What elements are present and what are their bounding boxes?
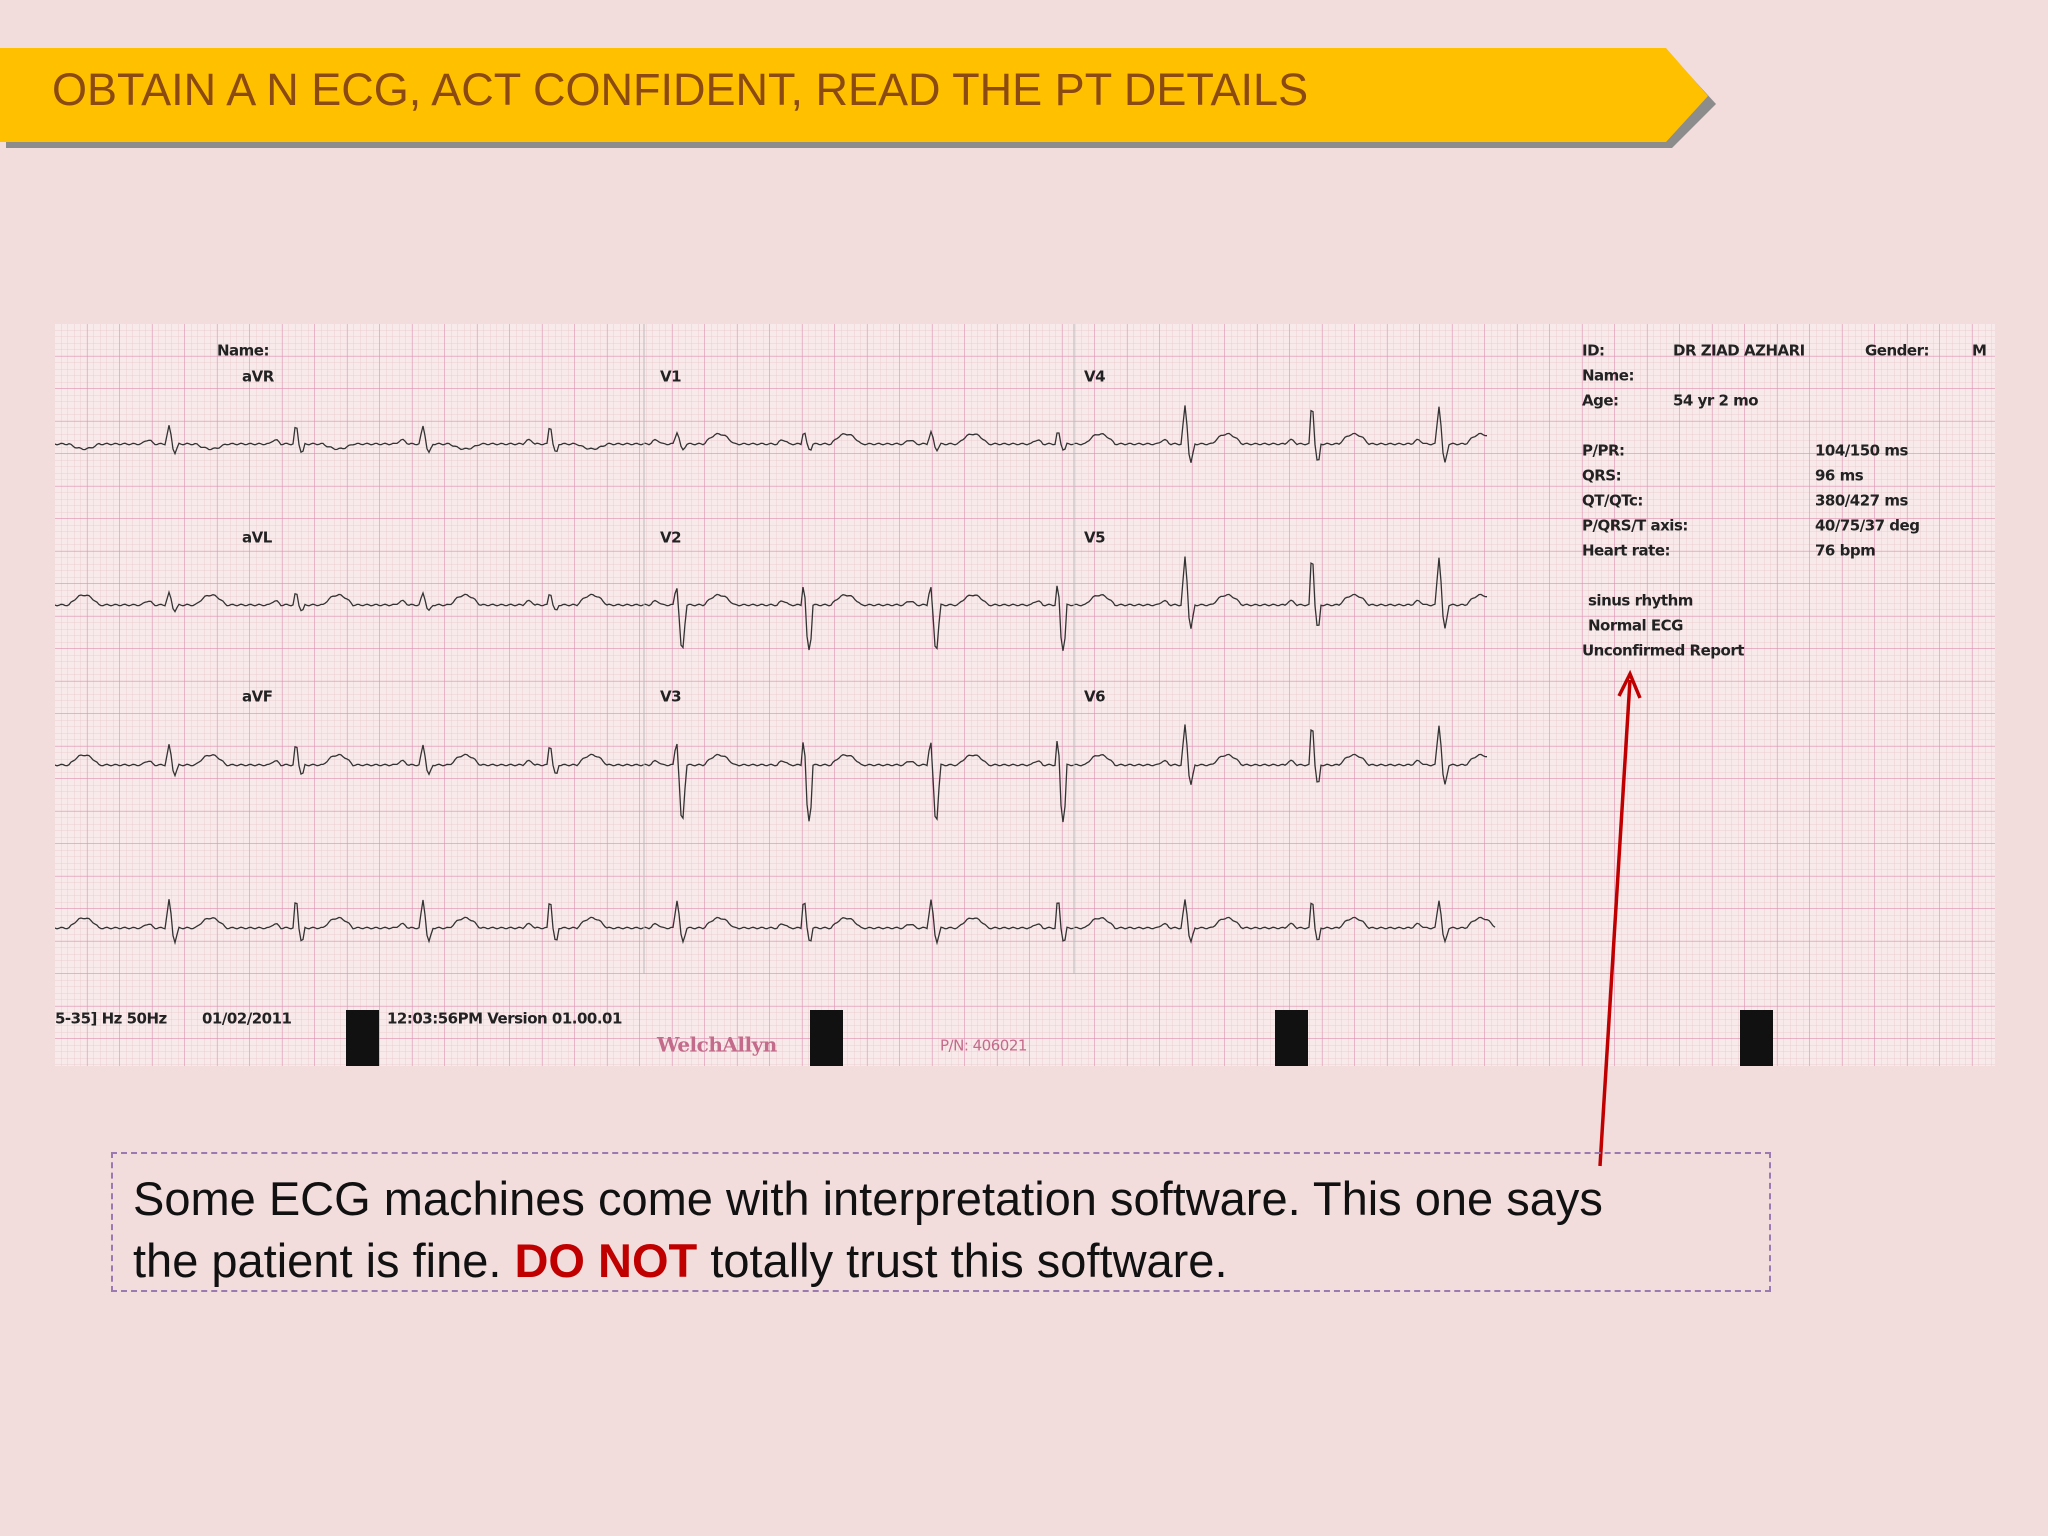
ecg-text: V4 xyxy=(1084,368,1105,386)
ecg-text: aVF xyxy=(242,688,272,706)
ecg-text: Name: xyxy=(1582,367,1634,385)
ecg-text: 12:03:56PM Version 01.00.01 xyxy=(387,1010,622,1028)
ecg-text: P/QRS/T axis: xyxy=(1582,517,1688,535)
ecg-traces xyxy=(55,324,1496,974)
ecg-text: sinus rhythm xyxy=(1588,592,1693,610)
ecg-text: P/PR: xyxy=(1582,442,1625,460)
note-text: the patient is fine. xyxy=(133,1234,502,1287)
title-banner xyxy=(0,48,1716,148)
ecg-text: ID: xyxy=(1582,342,1605,360)
note-text: totally trust this software. xyxy=(710,1234,1228,1287)
ecg-text: Gender: xyxy=(1865,342,1929,360)
ecg-text: 380/427 ms xyxy=(1815,492,1908,510)
ecg-trace xyxy=(55,405,1488,463)
note-box: Some ECG machines come with interpretati… xyxy=(111,1152,1771,1292)
part-number: P/N: 406021 xyxy=(940,1037,1027,1055)
ecg-trace xyxy=(55,724,1488,823)
ecg-text: M xyxy=(1972,342,1986,360)
ecg-text: QRS: xyxy=(1582,467,1621,485)
ecg-text: Unconfirmed Report xyxy=(1582,642,1744,660)
ecg-text: 01/02/2011 xyxy=(202,1010,292,1028)
ecg-text: V3 xyxy=(660,688,681,706)
ecg-text: 40/75/37 deg xyxy=(1815,517,1919,535)
ecg-trace xyxy=(55,556,1488,651)
ecg-text: DR ZIAD AZHARI xyxy=(1673,342,1805,360)
ecg-text: 54 yr 2 mo xyxy=(1673,392,1758,410)
ecg-text: 104/150 ms xyxy=(1815,442,1908,460)
ecg-text: V2 xyxy=(660,529,681,547)
ecg-text: V6 xyxy=(1084,688,1105,706)
note-emphasis: DO NOT xyxy=(514,1234,698,1287)
ecg-strip: Name: aVR V1 V4 aVL V2 V5 aVF V3 V6 ID: DR ZIAD AZH… xyxy=(55,324,1995,1066)
ecg-text: aVL xyxy=(242,529,273,547)
ecg-text: Normal ECG xyxy=(1588,617,1683,635)
ecg-trace xyxy=(55,899,1496,946)
ecg-text: 96 ms xyxy=(1815,467,1864,485)
ecg-text: 5-35] Hz 50Hz xyxy=(55,1010,168,1028)
ecg-text: aVR xyxy=(242,368,275,386)
ecg-text: 76 bpm xyxy=(1815,542,1875,560)
note-text: Some ECG machines come with interpretati… xyxy=(133,1172,1603,1225)
ecg-text: Age: xyxy=(1582,392,1619,410)
ecg-text: Name: xyxy=(217,342,269,360)
brand-logo: WelchAllyn xyxy=(656,1033,778,1057)
ecg-text: Heart rate: xyxy=(1582,542,1670,560)
ecg-text: QT/QTc: xyxy=(1582,492,1643,510)
slide-title: OBTAIN A N ECG, ACT CONFIDENT, READ THE … xyxy=(52,64,1309,115)
ecg-text: V1 xyxy=(660,368,681,386)
ecg-text: V5 xyxy=(1084,529,1105,547)
